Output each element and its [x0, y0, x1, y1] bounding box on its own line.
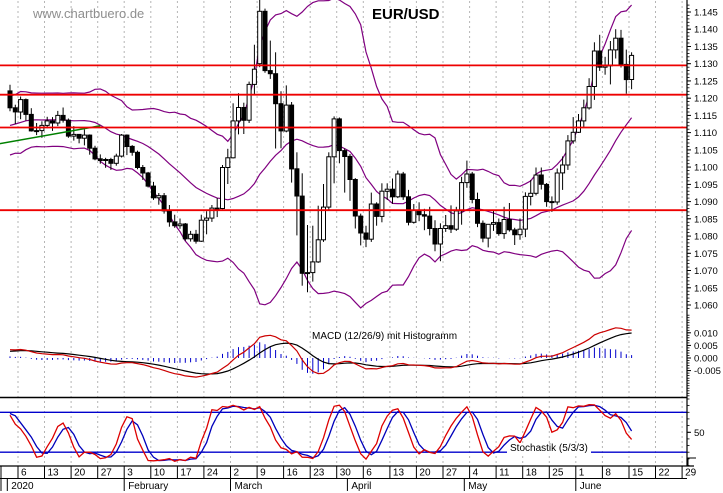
svg-text:6: 6: [21, 468, 27, 479]
svg-text:20: 20: [74, 468, 86, 479]
watermark: www.chartbuero.de: [33, 6, 145, 21]
svg-text:1.135: 1.135: [694, 42, 718, 53]
svg-text:29: 29: [685, 468, 697, 479]
svg-text:25: 25: [552, 468, 564, 479]
macd-histogram: [9, 342, 633, 374]
support-resistance-lines: [0, 64, 687, 212]
svg-text:1.105: 1.105: [694, 145, 718, 156]
svg-text:8: 8: [605, 468, 611, 479]
svg-text:3: 3: [127, 468, 133, 479]
value-axis: 1.145 1.140 1.135 1.130 1.125 1.120 1.115 1.110…: [686, 0, 721, 466]
svg-text:22: 22: [659, 468, 671, 479]
svg-text:2: 2: [234, 468, 240, 479]
svg-text:13: 13: [393, 468, 405, 479]
svg-text:1: 1: [579, 468, 585, 479]
svg-text:17: 17: [180, 468, 192, 479]
svg-text:June: June: [580, 481, 602, 492]
svg-text:April: April: [351, 481, 371, 492]
stochastic-indicator-label: Stochastik (5/3/3): [507, 443, 591, 454]
svg-text:-0.005: -0.005: [694, 366, 721, 377]
svg-text:20: 20: [419, 468, 431, 479]
svg-text:23: 23: [313, 468, 325, 479]
svg-text:16: 16: [287, 468, 299, 479]
svg-text:February: February: [128, 481, 168, 492]
svg-text:0.005: 0.005: [694, 341, 718, 352]
trendline: [0, 125, 101, 145]
svg-text:1.085: 1.085: [694, 214, 718, 225]
svg-text:4: 4: [473, 468, 479, 479]
svg-text:1.110: 1.110: [694, 128, 717, 139]
macd-signal-line: [9, 332, 632, 375]
svg-text:1.130: 1.130: [694, 59, 718, 70]
svg-text:24: 24: [207, 468, 219, 479]
svg-text:1.095: 1.095: [694, 180, 718, 191]
svg-text:1.100: 1.100: [694, 163, 718, 174]
svg-text:0.010: 0.010: [694, 328, 718, 339]
svg-text:1.080: 1.080: [694, 232, 718, 243]
svg-text:1.115: 1.115: [694, 111, 717, 122]
svg-text:1.075: 1.075: [694, 249, 718, 260]
stochastic-k-line: [9, 404, 633, 463]
svg-text:9: 9: [260, 468, 266, 479]
svg-text:50: 50: [694, 428, 705, 439]
svg-text:11: 11: [499, 468, 510, 479]
chart-title: EUR/USD: [372, 6, 440, 23]
macd-indicator-label: MACD (12/26/9) mit Histogramm: [312, 331, 458, 342]
svg-text:27: 27: [446, 468, 458, 479]
stochastic-d-line: [9, 404, 633, 462]
svg-text:13: 13: [48, 468, 60, 479]
svg-text:30: 30: [340, 468, 352, 479]
svg-text:March: March: [235, 481, 263, 492]
svg-text:May: May: [468, 481, 487, 492]
svg-text:1.125: 1.125: [694, 76, 718, 87]
svg-text:18: 18: [526, 468, 538, 479]
svg-text:10: 10: [154, 468, 166, 479]
vertical-gridlines: [17, 1, 683, 465]
svg-text:15: 15: [632, 468, 644, 479]
svg-text:0.000: 0.000: [694, 354, 718, 365]
bollinger-bands: [9, 0, 633, 309]
svg-text:6: 6: [366, 468, 372, 479]
svg-text:1.060: 1.060: [694, 301, 718, 312]
svg-text:1.145: 1.145: [694, 8, 718, 19]
svg-text:1.140: 1.140: [694, 25, 718, 36]
svg-text:1.120: 1.120: [694, 94, 718, 105]
svg-text:2020: 2020: [11, 481, 34, 492]
svg-text:1.070: 1.070: [694, 266, 718, 277]
date-axis: 6 13 20 27 3 10 17 24 2 9 16 23 30 6 13 20 27 4 11 18 25 1 8 15…: [0, 457, 697, 492]
svg-text:1.065: 1.065: [694, 283, 718, 294]
svg-text:27: 27: [101, 468, 113, 479]
svg-text:1.090: 1.090: [694, 197, 718, 208]
candlesticks: [7, 0, 635, 293]
macd-line: [9, 327, 632, 378]
